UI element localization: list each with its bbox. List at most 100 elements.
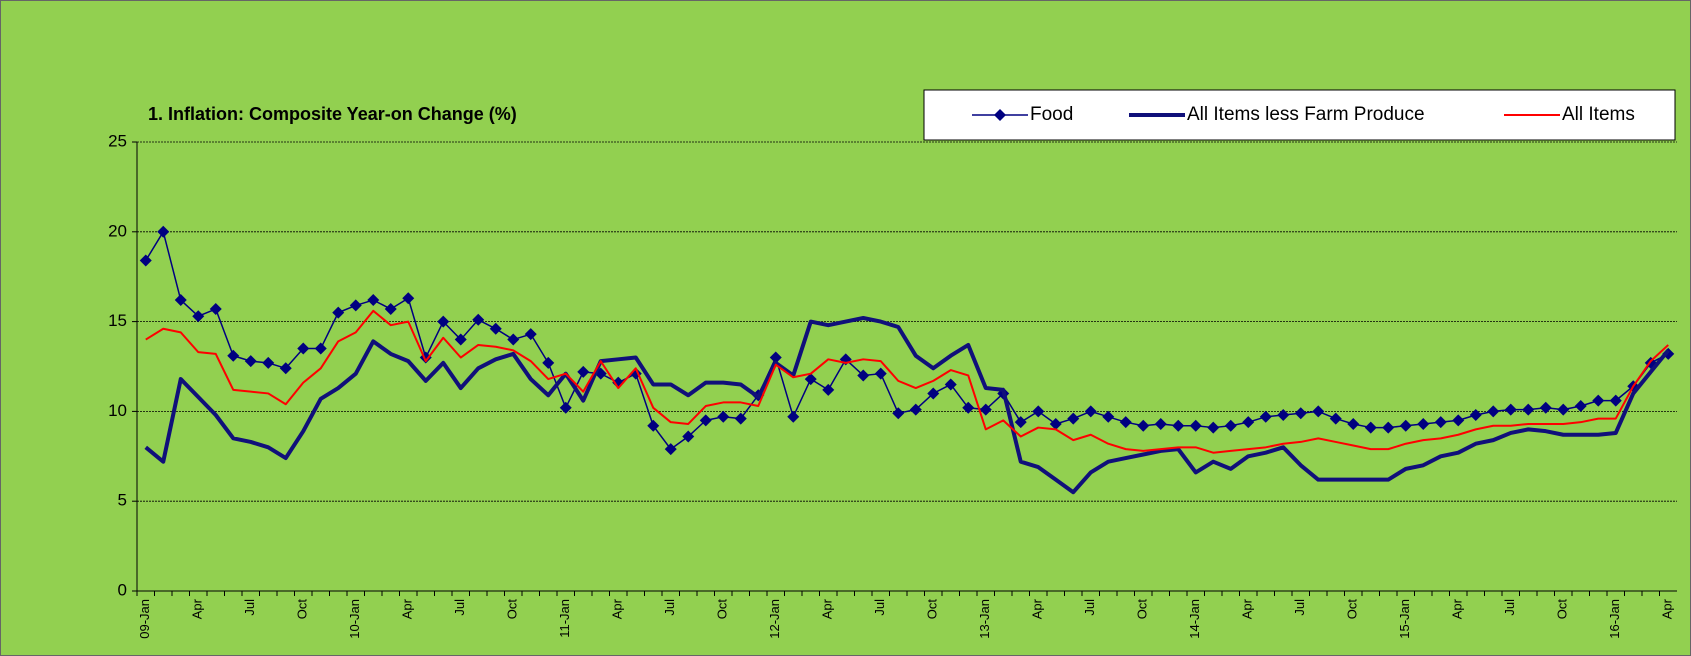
data-point xyxy=(1277,408,1290,421)
x-tick-label: Oct xyxy=(715,599,730,620)
data-point xyxy=(1364,421,1377,434)
x-tick-label: Oct xyxy=(1135,599,1150,620)
data-point xyxy=(209,303,222,316)
data-point xyxy=(1382,421,1395,434)
data-point xyxy=(1312,405,1325,418)
series-line xyxy=(145,231,1669,450)
data-point xyxy=(174,294,187,307)
data-point xyxy=(927,387,940,400)
x-tick-label: Apr xyxy=(1660,598,1675,619)
data-point xyxy=(279,362,292,375)
series-line xyxy=(145,309,1669,454)
data-point xyxy=(157,225,170,238)
data-point xyxy=(717,410,730,423)
data-point xyxy=(1224,419,1237,432)
x-tick-label: 11-Jan xyxy=(557,599,572,638)
x-tick-label: Apr xyxy=(1450,598,1465,619)
data-point xyxy=(699,414,712,427)
x-tick-label: Oct xyxy=(1345,599,1360,620)
x-tick-label: Jul xyxy=(872,599,887,616)
data-point xyxy=(1067,412,1080,425)
y-tick-label: 10 xyxy=(108,401,127,420)
series-line xyxy=(144,316,1670,495)
data-point xyxy=(472,313,485,326)
x-tick-label: Jul xyxy=(662,599,677,616)
data-point xyxy=(892,407,905,420)
data-point xyxy=(1504,403,1517,416)
x-tick-label: 16-Jan xyxy=(1607,599,1622,639)
x-tick-label: Jul xyxy=(1502,599,1517,616)
x-tick-label: Jul xyxy=(1082,599,1097,616)
x-tick-label: 13-Jan xyxy=(977,599,992,639)
data-point xyxy=(437,315,450,328)
data-point xyxy=(349,299,362,312)
data-point xyxy=(1137,419,1150,432)
data-point xyxy=(139,254,152,267)
x-tick-label: Apr xyxy=(190,598,205,619)
data-point xyxy=(402,292,415,305)
x-tick-label: Oct xyxy=(295,599,310,620)
x-tick-label: Oct xyxy=(925,599,940,620)
x-tick-label: Jul xyxy=(1292,599,1307,616)
data-point xyxy=(962,401,975,414)
data-point xyxy=(1417,417,1430,430)
data-point xyxy=(1032,405,1045,418)
data-point xyxy=(1259,410,1272,423)
y-tick-label: 25 xyxy=(108,131,127,150)
data-point xyxy=(227,349,240,362)
x-tick-label: Jul xyxy=(242,599,257,616)
data-point xyxy=(664,443,677,456)
legend: Food All Items less Farm Produce All Items xyxy=(923,89,1676,141)
legend-marker xyxy=(994,109,1006,121)
data-point xyxy=(682,430,695,443)
x-tick-label: 09-Jan xyxy=(137,599,152,639)
data-point xyxy=(647,419,660,432)
x-tick-label: Oct xyxy=(505,599,520,620)
x-tick-label: Apr xyxy=(400,598,415,619)
x-tick-label: Apr xyxy=(1240,598,1255,619)
data-point xyxy=(454,333,467,346)
data-point xyxy=(262,356,275,369)
data-point xyxy=(524,328,537,341)
data-point xyxy=(489,322,502,335)
data-point xyxy=(979,403,992,416)
data-point xyxy=(787,410,800,423)
data-point xyxy=(1207,421,1220,434)
data-point xyxy=(542,356,555,369)
legend-label: All Items xyxy=(1562,104,1635,125)
x-tick-label: 14-Jan xyxy=(1187,599,1202,639)
chart-title: 1. Inflation: Composite Year-on Change (… xyxy=(148,104,517,124)
data-point xyxy=(769,351,782,364)
data-point xyxy=(244,355,257,368)
x-tick-label: Oct xyxy=(1555,599,1570,620)
data-point xyxy=(367,294,380,307)
data-point xyxy=(1242,416,1255,429)
data-point xyxy=(804,373,817,386)
data-point xyxy=(559,401,572,414)
data-point xyxy=(1014,416,1027,429)
data-point xyxy=(577,365,590,378)
data-point xyxy=(1399,419,1412,432)
data-point xyxy=(332,306,345,319)
y-tick-label: 5 xyxy=(118,491,127,510)
data-point xyxy=(874,367,887,380)
data-point xyxy=(1452,414,1465,427)
data-point xyxy=(1557,403,1570,416)
x-tick-label: Apr xyxy=(820,598,835,619)
data-point xyxy=(857,369,870,382)
y-tick-label: 15 xyxy=(108,311,127,330)
data-point xyxy=(1084,405,1097,418)
data-point xyxy=(1609,394,1622,407)
data-point xyxy=(297,342,310,355)
x-tick-label: 12-Jan xyxy=(767,599,782,639)
legend-label: Food xyxy=(1030,104,1073,125)
data-point xyxy=(314,342,327,355)
data-point xyxy=(1434,416,1447,429)
x-tick-label: Apr xyxy=(1030,598,1045,619)
data-point xyxy=(1574,400,1587,413)
x-tick-label: 10-Jan xyxy=(347,599,362,639)
data-point xyxy=(192,310,205,323)
data-point xyxy=(1189,419,1202,432)
data-point xyxy=(734,412,747,425)
data-point xyxy=(1592,394,1605,407)
